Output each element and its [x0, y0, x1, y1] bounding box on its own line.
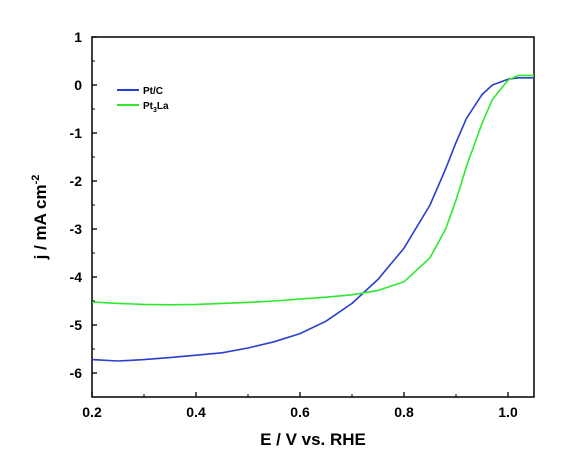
y-tick-label: -4: [70, 269, 83, 285]
x-tick-label: 0.2: [82, 404, 102, 420]
legend-label: Pt/C: [143, 86, 163, 97]
legend-label-main: Pt/C: [143, 86, 163, 97]
legend-label: Pt3La: [143, 101, 169, 114]
x-ticks: 0.2 0.4 0.6 0.8 1.0: [82, 392, 518, 420]
series-layer: [91, 74, 534, 362]
x-tick-label: 1.0: [498, 404, 518, 420]
x-tick-label: 0.4: [186, 404, 206, 420]
x-axis-label: E / V vs. RHE: [260, 430, 366, 449]
y-tick-label: -6: [70, 365, 83, 381]
x-tick-label: 0.6: [290, 404, 310, 420]
legend-label-sub: 3: [153, 107, 157, 114]
y-ticks: 1 0 -1 -2 -3 -4 -5 -6: [70, 29, 97, 398]
y-axis-label-sup: -2: [30, 175, 42, 185]
x-tick-label: 0.8: [394, 404, 414, 420]
y-tick-label: -3: [70, 221, 83, 237]
legend: Pt/C Pt3La: [117, 86, 169, 114]
legend-label-tail: La: [157, 101, 169, 112]
series-line-pt3la: [91, 74, 534, 306]
y-tick-label: -1: [70, 125, 83, 141]
legend-label-main: Pt: [143, 101, 154, 112]
plot-frame: [91, 36, 535, 398]
y-tick-label: 1: [74, 29, 82, 45]
series-line-pt-c: [91, 77, 534, 362]
y-tick-label: -5: [70, 317, 83, 333]
y-tick-label: 0: [74, 77, 82, 93]
y-axis-label-main: j / mA cm: [31, 184, 50, 260]
y-axis-label: j / mA cm-2: [30, 175, 50, 261]
y-tick-label: -2: [70, 173, 83, 189]
